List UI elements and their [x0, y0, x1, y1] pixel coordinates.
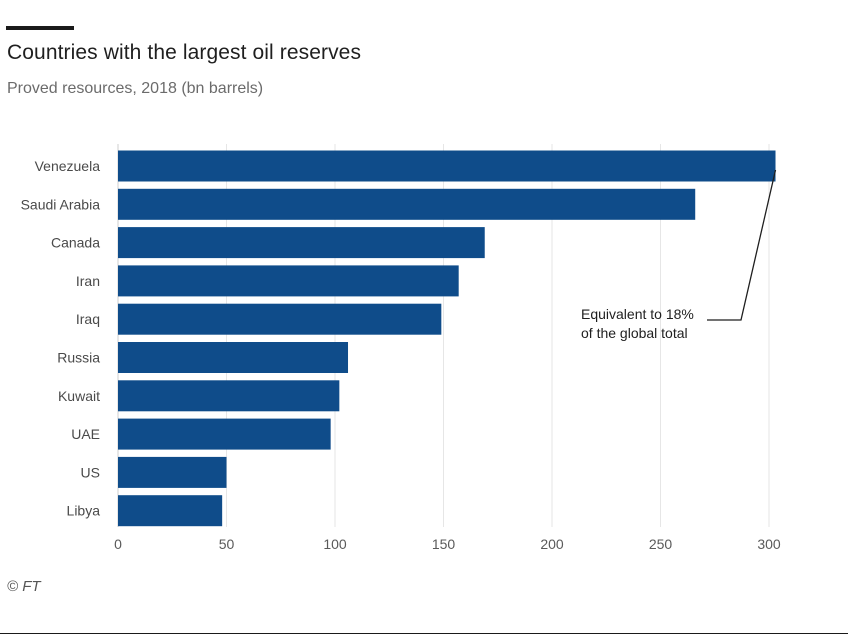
annotation-leader-line — [707, 169, 777, 321]
category-label-canada: Canada — [51, 235, 100, 251]
bar-kuwait — [118, 380, 340, 412]
category-label-libya: Libya — [67, 503, 101, 519]
x-tick-label-100: 100 — [323, 536, 347, 552]
category-labels: Venezuela Saudi Arabia Canada Iran Iraq Russi… — [21, 158, 101, 519]
category-label-us: US — [81, 464, 100, 480]
annotation: Equivalent to 18% of the global total — [581, 169, 777, 341]
bar-libya — [118, 495, 223, 527]
x-tick-label-0: 0 — [114, 536, 122, 552]
category-label-saudi-arabia: Saudi Arabia — [21, 196, 101, 212]
x-tick-label-200: 200 — [540, 536, 564, 552]
bar-canada — [118, 227, 485, 259]
x-tick-labels: 0 50 100 150 200 250 300 — [114, 536, 781, 552]
bar-iraq — [118, 303, 442, 335]
category-label-iran: Iran — [76, 273, 100, 289]
category-label-venezuela: Venezuela — [35, 158, 101, 174]
x-tick-label-250: 250 — [649, 536, 673, 552]
x-tick-label-300: 300 — [757, 536, 781, 552]
bar-saudi-arabia — [118, 188, 696, 220]
annotation-text-line-2: of the global total — [581, 325, 688, 341]
category-label-kuwait: Kuwait — [58, 388, 100, 404]
bar-iran — [118, 265, 459, 297]
x-tick-label-150: 150 — [432, 536, 456, 552]
chart-title: Countries with the largest oil reserves — [7, 41, 362, 64]
bar-venezuela — [118, 150, 776, 182]
chart-subtitle: Proved resources, 2018 (bn barrels) — [7, 80, 264, 97]
header-rule — [6, 26, 74, 30]
bars — [118, 150, 776, 527]
source-credit: © FT — [7, 578, 41, 595]
category-label-iraq: Iraq — [76, 311, 100, 327]
bar-chart: Venezuela Saudi Arabia Canada Iran Iraq Russi… — [21, 144, 781, 552]
bar-uae — [118, 418, 331, 450]
footer-rule — [0, 633, 848, 634]
annotation-text-line-1: Equivalent to 18% — [581, 306, 694, 322]
category-label-russia: Russia — [57, 350, 100, 366]
bar-russia — [118, 342, 349, 373]
category-label-uae: UAE — [71, 426, 100, 442]
bar-us — [118, 456, 227, 488]
x-tick-label-50: 50 — [219, 536, 235, 552]
